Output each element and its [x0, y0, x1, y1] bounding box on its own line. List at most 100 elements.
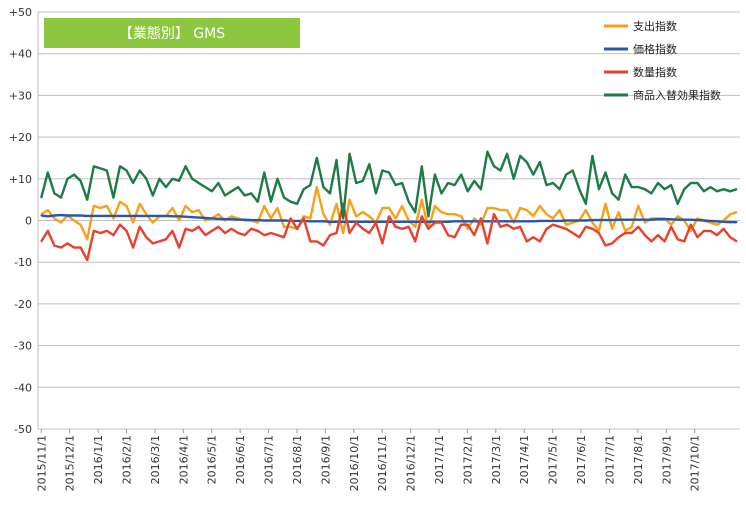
- x-tick-label: 2017/1/1: [433, 435, 446, 484]
- data-point: [250, 219, 252, 221]
- data-point: [716, 234, 718, 236]
- data-point: [119, 165, 121, 168]
- data-point: [73, 214, 75, 217]
- data-point: [362, 180, 364, 182]
- data-point: [217, 218, 220, 220]
- data-point: [552, 217, 554, 220]
- data-point: [335, 159, 338, 161]
- data-point: [342, 232, 344, 234]
- data-point: [362, 211, 364, 213]
- data-point: [486, 150, 489, 153]
- x-tick-label: 2017/7/1: [603, 435, 616, 484]
- data-point: [696, 219, 699, 221]
- data-point: [322, 244, 325, 247]
- data-point: [230, 218, 233, 220]
- data-point: [473, 217, 476, 220]
- data-point: [512, 228, 515, 230]
- series-1: [40, 213, 738, 224]
- data-point: [644, 221, 646, 224]
- y-tick-label: 0: [25, 215, 32, 228]
- data-point: [335, 221, 338, 223]
- data-point: [368, 221, 371, 223]
- data-point: [604, 171, 607, 174]
- data-point: [591, 155, 594, 157]
- data-point: [132, 182, 134, 184]
- data-point: [60, 214, 62, 216]
- data-point: [381, 169, 384, 172]
- data-point: [355, 215, 358, 218]
- data-point: [539, 220, 541, 222]
- data-point: [473, 220, 476, 223]
- data-point: [348, 153, 351, 155]
- data-point: [591, 219, 594, 221]
- data-point: [545, 220, 548, 222]
- data-point: [394, 184, 397, 186]
- data-point: [171, 178, 174, 180]
- data-point: [722, 221, 725, 223]
- data-point: [617, 211, 620, 213]
- data-point: [565, 223, 567, 226]
- y-tick-label: +40: [9, 48, 32, 61]
- x-tick-label: 2016/8/1: [291, 435, 304, 484]
- data-point: [670, 223, 672, 226]
- data-point: [191, 230, 193, 232]
- data-point: [204, 217, 207, 219]
- data-point: [270, 217, 272, 220]
- data-point: [460, 215, 463, 218]
- data-point: [93, 205, 95, 207]
- data-point: [532, 215, 535, 218]
- data-point: [532, 220, 535, 223]
- data-point: [86, 198, 88, 201]
- data-point: [499, 226, 502, 228]
- data-point: [119, 215, 121, 217]
- data-point: [230, 190, 233, 193]
- data-point: [138, 215, 141, 217]
- data-point: [283, 226, 285, 228]
- data-point: [611, 192, 613, 195]
- data-point: [316, 186, 318, 188]
- data-point: [145, 215, 148, 217]
- x-tick-label: 2015/12/1: [64, 435, 77, 491]
- data-point: [630, 226, 633, 228]
- data-point: [79, 214, 82, 217]
- y-tick-label: -50: [14, 423, 32, 436]
- data-point: [184, 205, 187, 207]
- data-point: [106, 230, 108, 232]
- data-point: [348, 232, 351, 234]
- data-point: [66, 242, 69, 245]
- data-point: [316, 157, 318, 159]
- data-point: [197, 216, 200, 219]
- data-point: [125, 230, 128, 232]
- data-point: [270, 219, 272, 222]
- data-point: [125, 169, 128, 172]
- plot-area: [40, 150, 738, 262]
- data-point: [237, 218, 239, 221]
- data-point: [578, 236, 581, 238]
- data-point: [571, 232, 574, 234]
- data-point: [93, 215, 95, 217]
- y-tick-label: +10: [9, 173, 32, 186]
- data-point: [670, 226, 672, 228]
- y-tick-label: -10: [14, 256, 32, 269]
- chart-title: 【業態別】 GMS: [119, 26, 225, 42]
- data-point: [394, 217, 397, 220]
- data-point: [552, 223, 554, 226]
- data-point: [604, 203, 607, 205]
- data-point: [611, 242, 613, 245]
- data-point: [329, 192, 331, 195]
- data-point: [473, 180, 476, 182]
- data-point: [401, 205, 403, 207]
- data-point: [624, 173, 626, 176]
- data-point: [539, 161, 541, 163]
- data-point: [676, 215, 679, 218]
- data-point: [460, 223, 463, 226]
- data-point: [716, 220, 718, 223]
- data-point: [99, 207, 102, 209]
- data-point: [663, 240, 666, 243]
- data-point: [421, 215, 423, 218]
- data-point: [302, 217, 305, 220]
- data-point: [106, 205, 108, 207]
- data-point: [191, 211, 193, 213]
- data-point: [644, 234, 646, 236]
